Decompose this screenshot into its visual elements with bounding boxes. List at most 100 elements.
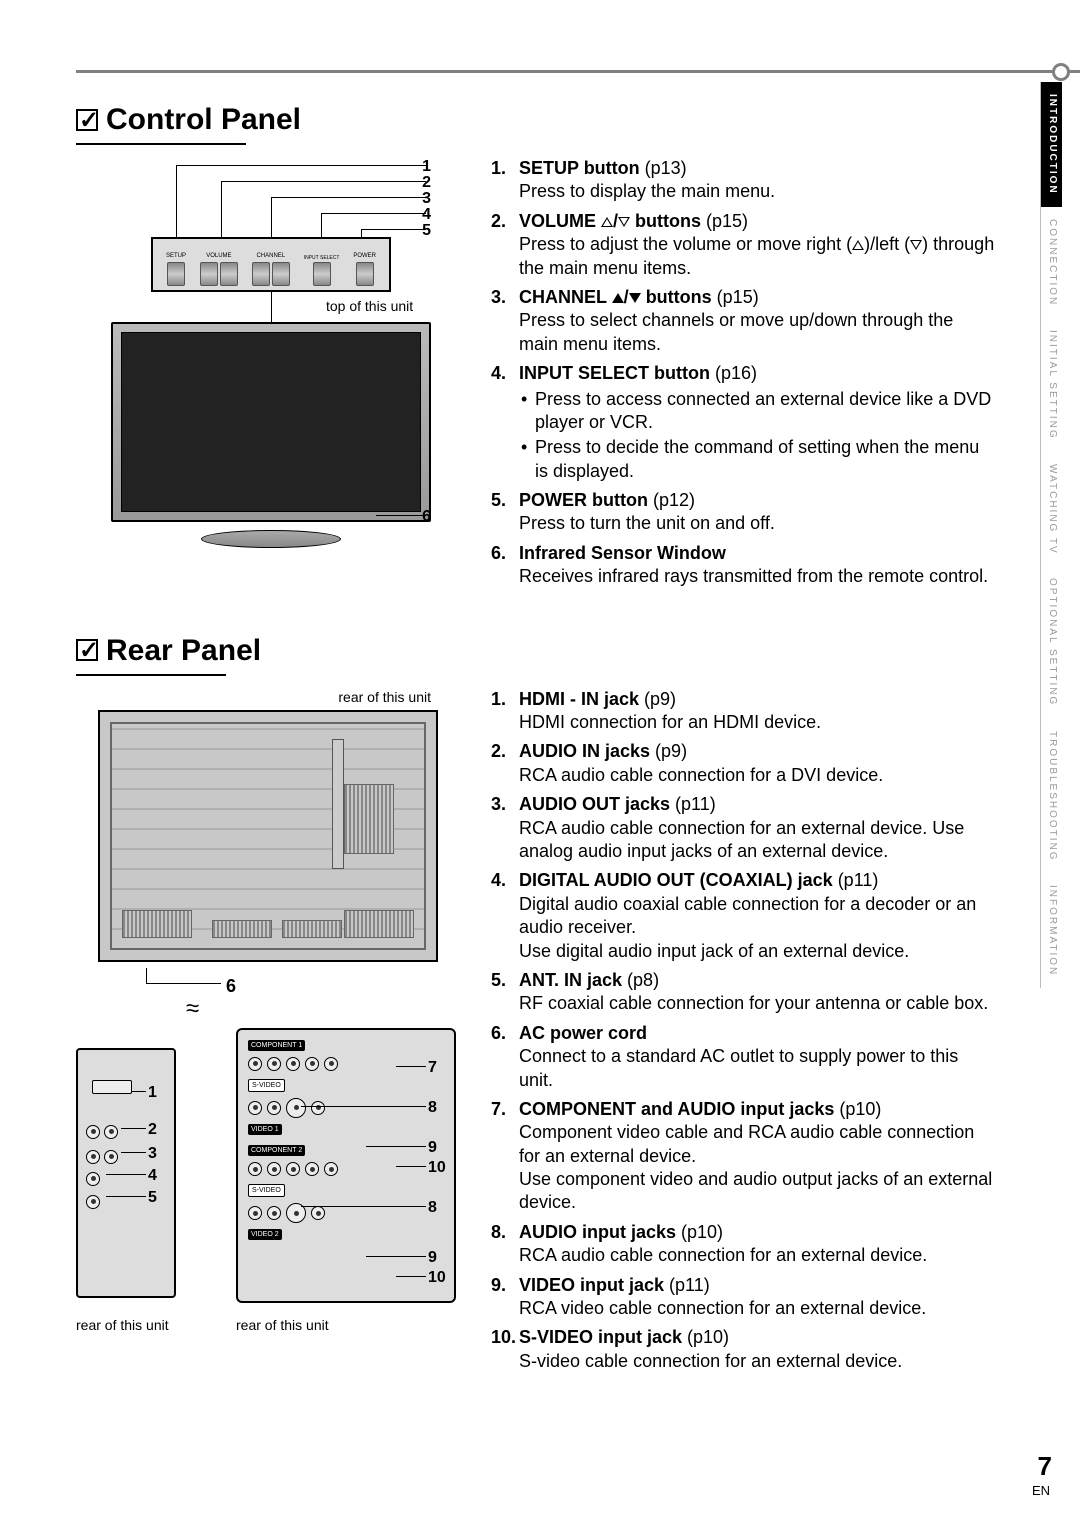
item-page-ref: (p15) [701, 211, 748, 231]
control-panel-list: SETUP button (p13)Press to display the m… [491, 157, 996, 589]
lead-line [321, 213, 322, 237]
top-buttons-box: SETUP VOLUME CHANNEL INPUT SELECT POWER [151, 237, 391, 292]
callout-r10b: 10 [428, 1268, 446, 1289]
btn-label: CHANNEL [256, 253, 285, 261]
rear-panel-section: rear of this unit 6 ≈ [76, 688, 996, 1380]
control-panel-diagram: 1 2 3 4 5 SETUP VOLUME CHANNE [76, 157, 461, 587]
btn-label: VOLUME [206, 253, 231, 261]
rear-main-glyph [98, 710, 438, 962]
callout-r8: 8 [428, 1098, 437, 1119]
top-rule-dot [1052, 63, 1070, 81]
btn-label: INPUT SELECT [304, 255, 340, 262]
list-item: AUDIO input jacks (p10)RCA audio cable c… [491, 1221, 996, 1268]
lead-line [301, 1206, 426, 1207]
side-tab: OPTIONAL SETTING [1040, 566, 1062, 718]
lead-line [121, 1152, 146, 1153]
lead-line [106, 1196, 146, 1197]
side-tabs: INTRODUCTIONCONNECTIONINITIAL SETTINGWAT… [1040, 82, 1062, 988]
item-title: VIDEO input jack [519, 1275, 664, 1295]
diagram-caption: rear of this unit [236, 1316, 329, 1334]
callout-r8b: 8 [428, 1198, 437, 1219]
control-panel-section: 1 2 3 4 5 SETUP VOLUME CHANNE [76, 157, 996, 595]
item-title: S-VIDEO input jack [519, 1327, 682, 1347]
lead-line [221, 181, 426, 182]
lead-line [176, 165, 177, 237]
control-panel-heading: Control Panel [76, 100, 996, 139]
item-title: AUDIO input jacks [519, 1222, 676, 1242]
lead-line [121, 1128, 146, 1129]
heading-text: Control Panel [106, 100, 301, 139]
lead-line [131, 1091, 146, 1092]
lead-line [271, 292, 272, 322]
item-body: Component video cable and RCA audio cabl… [519, 1121, 996, 1215]
callout-r9b: 9 [428, 1248, 437, 1269]
list-item: AC power cordConnect to a standard AC ou… [491, 1022, 996, 1092]
comp-label: COMPONENT 2 [248, 1145, 305, 1156]
power-button-glyph [356, 262, 374, 286]
diagram-caption: rear of this unit [338, 688, 431, 706]
ch-up-glyph [272, 262, 290, 286]
item-body: RCA audio cable connection for an extern… [519, 817, 996, 864]
callout-5: 5 [422, 221, 431, 242]
callout-l4: 4 [148, 1166, 157, 1187]
rear-panel-diagram: rear of this unit 6 ≈ [76, 688, 461, 1348]
callout-l2: 2 [148, 1120, 157, 1141]
callout-l1: 1 [148, 1083, 157, 1104]
lead-line [221, 181, 222, 237]
btn-label: POWER [353, 253, 376, 261]
svideo-label: S-VIDEO [248, 1079, 285, 1092]
item-title: AUDIO OUT jacks [519, 794, 670, 814]
lead-line [396, 1066, 426, 1067]
lead-line [271, 197, 426, 198]
item-page-ref: (p11) [833, 870, 879, 890]
rear-left-detail-glyph [76, 1048, 176, 1298]
lead-line [301, 1106, 426, 1107]
heading-underline [76, 674, 226, 676]
tv-front-glyph [111, 322, 431, 552]
top-rule [76, 70, 1080, 73]
item-title: POWER button [519, 490, 648, 510]
item-title: COMPONENT and AUDIO input jacks [519, 1099, 834, 1119]
sub-item: Press to access connected an external de… [519, 388, 996, 435]
checkbox-icon [76, 109, 98, 131]
input-select-glyph [313, 262, 331, 286]
list-item: POWER button (p12)Press to turn the unit… [491, 489, 996, 536]
lead-line [361, 229, 426, 230]
side-tab: INFORMATION [1040, 873, 1062, 988]
item-body: RCA audio cable connection for an extern… [519, 1244, 996, 1267]
callout-l5: 5 [148, 1188, 157, 1209]
side-tab: WATCHING TV [1040, 452, 1062, 567]
item-page-ref: (p10) [682, 1327, 729, 1347]
page-language: EN [1032, 1483, 1050, 1500]
lead-line [366, 1256, 426, 1257]
item-page-ref: (p10) [834, 1099, 881, 1119]
side-tab: CONNECTION [1040, 207, 1062, 318]
lead-line [361, 229, 362, 237]
item-page-ref: (p8) [622, 970, 659, 990]
item-page-ref: (p12) [648, 490, 695, 510]
item-title: CHANNEL / buttons [519, 287, 712, 307]
lead-line [146, 968, 147, 983]
item-body: HDMI connection for an HDMI device. [519, 711, 996, 734]
list-item: SETUP button (p13)Press to display the m… [491, 157, 996, 204]
item-body: Connect to a standard AC outlet to suppl… [519, 1045, 996, 1092]
diagram-caption-top: top of this unit [326, 297, 413, 315]
lead-line [106, 1174, 146, 1175]
item-title: AUDIO IN jacks [519, 741, 650, 761]
sub-item: Press to decide the command of setting w… [519, 436, 996, 483]
item-body: Press to adjust the volume or move right… [519, 233, 996, 280]
list-item: VOLUME / buttons (p15)Press to adjust th… [491, 210, 996, 280]
side-tab: TROUBLESHOOTING [1040, 719, 1062, 874]
page-number: 7 [1038, 1450, 1052, 1484]
list-item: CHANNEL / buttons (p15)Press to select c… [491, 286, 996, 356]
item-page-ref: (p15) [712, 287, 759, 307]
sub-list: Press to access connected an external de… [519, 388, 996, 484]
callout-6: 6 [226, 975, 236, 998]
lead-line [271, 197, 272, 237]
lead-line [176, 165, 426, 166]
setup-button-glyph [167, 262, 185, 286]
side-tab: INTRODUCTION [1040, 82, 1062, 207]
item-body: Receives infrared rays transmitted from … [519, 565, 996, 588]
rear-panel-list: HDMI - IN jack (p9)HDMI connection for a… [491, 688, 996, 1374]
list-item: S-VIDEO input jack (p10)S-video cable co… [491, 1326, 996, 1373]
